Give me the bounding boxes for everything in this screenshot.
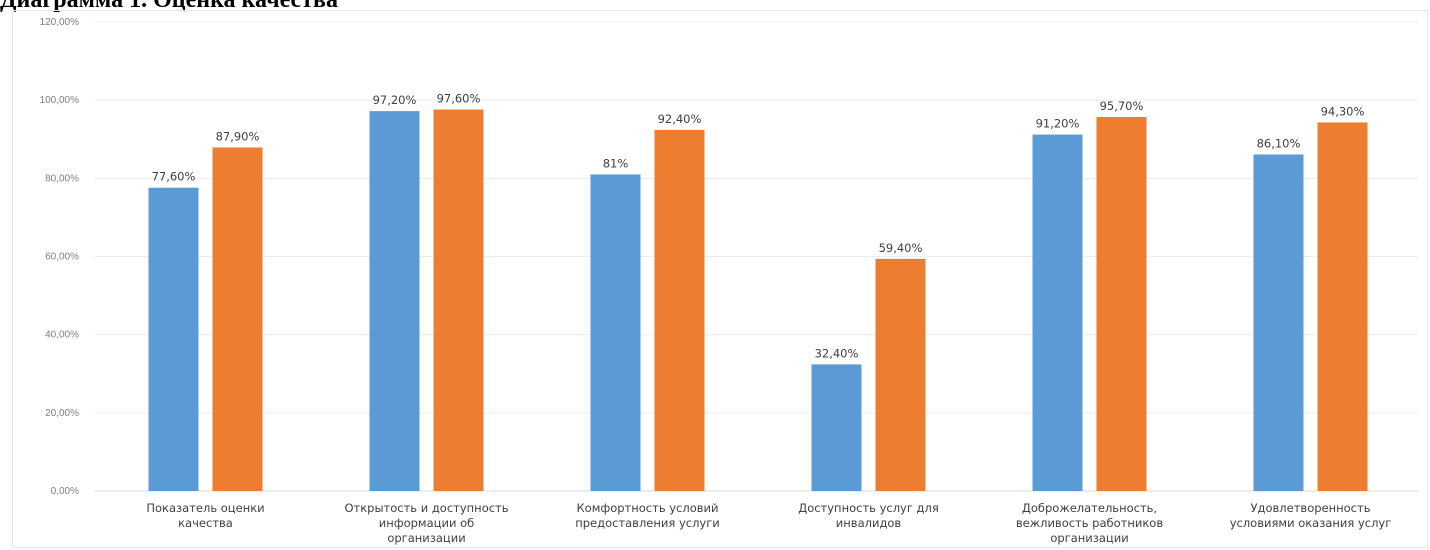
x-tick-label: Доброжелательность, вежливость работников… <box>1016 501 1163 545</box>
bar <box>433 109 484 492</box>
y-tick-label: 120,00% <box>40 17 80 28</box>
bar <box>1096 116 1147 491</box>
data-label: 87,90% <box>216 129 260 143</box>
x-tick-label: Комфортность условий предоставления услуг… <box>575 501 720 530</box>
bar <box>875 258 926 491</box>
y-tick-label: 60,00% <box>45 252 79 263</box>
data-label: 86,10% <box>1257 136 1301 150</box>
data-label: 97,60% <box>437 92 481 106</box>
y-tick-label: 100,00% <box>40 95 80 106</box>
bar <box>1317 122 1368 492</box>
data-label: 81% <box>603 156 629 170</box>
bar <box>1253 154 1304 491</box>
bar <box>1032 134 1083 491</box>
x-tick-label: Показатель оценки качества <box>146 501 264 530</box>
data-label: 92,40% <box>658 112 702 126</box>
y-tick-label: 20,00% <box>45 408 79 419</box>
bar <box>654 129 705 491</box>
data-label: 94,30% <box>1321 104 1365 118</box>
y-tick-label: 0,00% <box>51 486 79 497</box>
data-label: 95,70% <box>1100 99 1144 113</box>
data-label: 77,60% <box>152 170 196 184</box>
y-tick-label: 40,00% <box>45 330 79 341</box>
x-tick-label: Открытость и доступность информации об орг… <box>344 501 508 545</box>
bar <box>369 111 420 492</box>
y-tick-label: 80,00% <box>45 173 79 184</box>
data-label: 91,20% <box>1036 117 1080 131</box>
x-tick-label: Удовлетворенность условиями оказания услу… <box>1230 501 1392 530</box>
page-title: Диаграмма 1. Оценка качества <box>0 0 338 13</box>
data-label: 59,40% <box>879 241 923 255</box>
bar <box>212 147 263 491</box>
data-label: 32,40% <box>815 346 859 360</box>
x-tick-label: Доступность услуг для инвалидов <box>798 501 939 530</box>
chart-frame <box>12 10 1428 548</box>
bar <box>590 174 641 492</box>
bar <box>148 187 199 492</box>
bar <box>811 364 862 491</box>
data-label: 97,20% <box>373 93 417 107</box>
